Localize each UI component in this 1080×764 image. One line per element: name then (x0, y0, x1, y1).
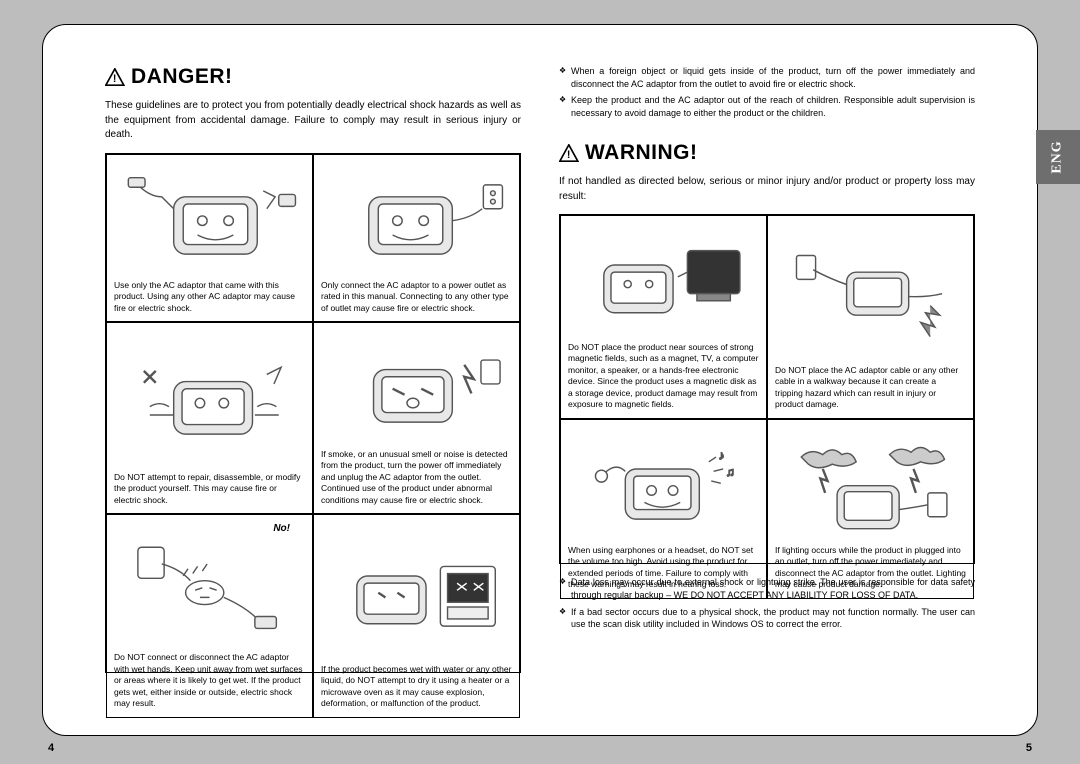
danger-heading: ! DANGER! (105, 65, 521, 89)
caption: Use only the AC adaptor that came with t… (114, 280, 305, 314)
svg-text:♫: ♫ (726, 465, 735, 479)
left-column: ! DANGER! These guidelines are to protec… (105, 65, 521, 695)
danger-cell-2: Do NOT attempt to repair, disassemble, o… (106, 322, 313, 514)
warning-cell-3: If lighting occurs while the product in … (767, 419, 974, 599)
illustration (775, 222, 966, 364)
danger-grid: Use only the AC adaptor that came with t… (105, 153, 521, 673)
svg-text:!: ! (567, 149, 571, 161)
page-frame: ! DANGER! These guidelines are to protec… (42, 24, 1038, 736)
danger-cell-5: If the product becomes wet with water or… (313, 514, 520, 718)
caption: Do NOT attempt to repair, disassemble, o… (114, 472, 305, 506)
warning-cell-2: ♪♫ When using earphones or a headset, do… (560, 419, 767, 599)
no-label: No! (273, 523, 290, 534)
svg-text:!: ! (113, 73, 117, 85)
danger-cell-1: Only connect the AC adaptor to a power o… (313, 154, 520, 323)
warning-triangle-icon: ! (559, 144, 579, 162)
illustration: ♪♫ (568, 426, 759, 545)
left-edge-tab (0, 60, 34, 78)
illustration (321, 161, 512, 280)
danger-intro: These guidelines are to protect you from… (105, 99, 521, 143)
top-bullet-list: When a foreign object or liquid gets ins… (559, 65, 975, 119)
warning-grid: Do NOT place the product near sources of… (559, 214, 975, 564)
illustration (321, 329, 512, 448)
danger-cell-4: No! Do NOT connect or disconnect the AC … (106, 514, 313, 718)
danger-cell-3: If smoke, or an unusual smell or noise i… (313, 322, 520, 514)
warning-heading-text: WARNING! (585, 141, 698, 165)
caption: Do NOT place the AC adaptor cable or any… (775, 365, 966, 411)
warning-cell-1: Do NOT place the AC adaptor cable or any… (767, 215, 974, 418)
illustration (568, 222, 759, 341)
content-columns: ! DANGER! These guidelines are to protec… (105, 65, 975, 695)
illustration (321, 521, 512, 664)
caption: Do NOT place the product near sources of… (568, 342, 759, 411)
bullet-item: When a foreign object or liquid gets ins… (559, 65, 975, 90)
caption: If the product becomes wet with water or… (321, 664, 512, 710)
caption: If smoke, or an unusual smell or noise i… (321, 449, 512, 506)
illustration (114, 521, 305, 652)
warning-triangle-icon: ! (105, 68, 125, 86)
caption: Only connect the AC adaptor to a power o… (321, 280, 512, 314)
illustration (114, 161, 305, 280)
danger-heading-text: DANGER! (131, 65, 233, 89)
bullet-item: If a bad sector occurs due to a physical… (559, 606, 975, 631)
danger-cell-0: Use only the AC adaptor that came with t… (106, 154, 313, 323)
illustration (775, 426, 966, 545)
language-tab-label: ENG (1050, 140, 1066, 173)
right-column: When a foreign object or liquid gets ins… (559, 65, 975, 695)
illustration (114, 329, 305, 471)
bullet-item: Keep the product and the AC adaptor out … (559, 94, 975, 119)
language-tab: ENG (1036, 130, 1080, 184)
page-number-right: 5 (1026, 742, 1032, 754)
svg-text:♪: ♪ (718, 448, 724, 462)
warning-cell-0: Do NOT place the product near sources of… (560, 215, 767, 418)
bottom-bullet-list: Data loss may occur due to external shoc… (559, 576, 975, 630)
warning-intro: If not handled as directed below, seriou… (559, 175, 975, 204)
caption: Do NOT connect or disconnect the AC adap… (114, 652, 305, 709)
warning-heading: ! WARNING! (559, 141, 975, 165)
page-number-left: 4 (48, 742, 54, 754)
bullet-item: Data loss may occur due to external shoc… (559, 576, 975, 601)
